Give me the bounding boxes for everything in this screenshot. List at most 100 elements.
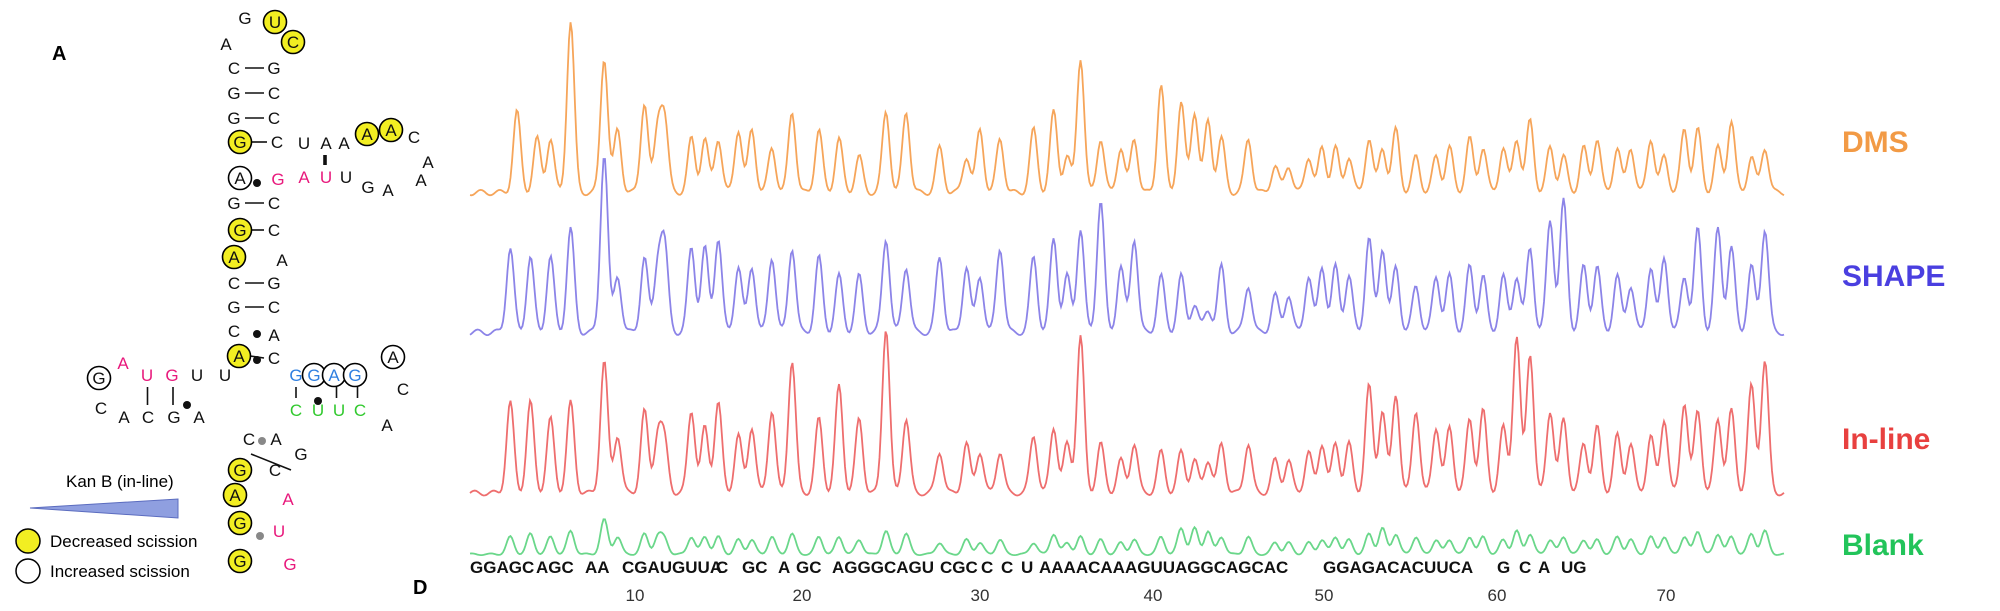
legend-white-circle-icon: [15, 558, 41, 584]
wobble-pair-dot: [253, 356, 261, 364]
nucleotide: G: [167, 408, 180, 427]
nucleotide: C: [268, 84, 280, 103]
nucleotide: A: [229, 486, 241, 505]
scission-marker: [227, 217, 253, 243]
nucleotide: G: [92, 369, 105, 388]
kan-b-gradient-wedge: [29, 498, 179, 519]
legend-kan-b-label: Kan B (in-line): [66, 472, 174, 491]
nucleotide: C: [271, 133, 283, 152]
scission-marker: [227, 165, 253, 191]
nucleotide: G: [267, 59, 280, 78]
panel-label-a: A: [52, 43, 66, 65]
sequence-tick-label: 50: [1315, 586, 1334, 605]
scission-marker: [380, 344, 406, 370]
nucleotide: G: [165, 366, 178, 385]
wobble-pair-dot: [256, 532, 264, 540]
scission-marker: [227, 510, 253, 536]
wobble-pair-dot: [258, 437, 266, 445]
scission-marker: [342, 362, 368, 388]
sequence-tick-label: 60: [1488, 586, 1507, 605]
sequence-group: AGC: [536, 558, 574, 577]
nucleotide: A: [234, 169, 246, 188]
nucleotide: G: [227, 298, 240, 317]
legend-yellow-circle-icon: [15, 528, 41, 554]
nucleotide: C: [228, 59, 240, 78]
nucleotide: C: [287, 33, 299, 52]
sequence-group: C: [981, 558, 993, 577]
sequence-group: UG: [1561, 558, 1587, 577]
scission-marker: [86, 365, 112, 391]
scission-marker: [378, 117, 404, 143]
sequence-group: C: [716, 558, 728, 577]
sequence-group: U: [1021, 558, 1033, 577]
nucleotide: G: [289, 366, 302, 385]
scission-marker: [280, 29, 306, 55]
nucleotide: U: [340, 168, 352, 187]
nucleotide: U: [298, 134, 310, 153]
nucleotide: G: [294, 445, 307, 464]
nucleotide: A: [233, 347, 245, 366]
scission-marker: [227, 129, 253, 155]
nucleotide: A: [415, 171, 427, 190]
trace-label-in-line: In-line: [1842, 423, 1930, 456]
scission-marker: [227, 548, 253, 574]
nucleotide: A: [361, 125, 373, 144]
nucleotide: A: [298, 168, 310, 187]
wobble-pair-dot: [314, 397, 322, 405]
nucleotide: C: [268, 109, 280, 128]
sequence-tick-label: 20: [793, 586, 812, 605]
nucleotide: A: [193, 408, 205, 427]
trace-line-dms: [469, 22, 1785, 197]
nucleotide: A: [228, 248, 240, 267]
nucleotide: A: [268, 326, 280, 345]
nucleotide: C: [268, 298, 280, 317]
sequence-tick-label: 40: [1144, 586, 1163, 605]
nucleotide: U: [273, 522, 285, 541]
nucleotide: U: [219, 366, 231, 385]
trace-label-dms: DMS: [1842, 126, 1909, 159]
nucleotide: U: [320, 168, 332, 187]
nucleotide: U: [333, 401, 345, 420]
trace-label-shape: SHAPE: [1842, 260, 1945, 293]
nucleotide: C: [397, 380, 409, 399]
panel-label-d: D: [413, 577, 427, 599]
nucleotide: G: [233, 221, 246, 240]
nucleotide: C: [268, 349, 280, 368]
nucleotide: A: [320, 134, 332, 153]
nucleotide: A: [270, 430, 282, 449]
nucleotide: G: [233, 514, 246, 533]
nucleotide: G: [283, 555, 296, 574]
nucleotide: G: [233, 133, 246, 152]
nucleotide: C: [269, 461, 281, 480]
sequence-group: AAAACAAAGUUAGGCAGCAC: [1039, 558, 1288, 577]
nucleotide: C: [268, 194, 280, 213]
nucleotide: U: [312, 401, 324, 420]
sequence-group: C: [1001, 558, 1013, 577]
trace-label-blank: Blank: [1842, 529, 1924, 562]
sequence-group: AA: [585, 558, 610, 577]
sequence-group: A: [778, 558, 790, 577]
nucleotide: C: [354, 401, 366, 420]
sequence-group: G: [1497, 558, 1510, 577]
sequence-group: CGAUGUUA: [622, 558, 722, 577]
scission-marker: [227, 457, 253, 483]
nucleotide: A: [282, 490, 294, 509]
sequence-group: AGGGCAGU: [832, 558, 934, 577]
nucleotide: A: [422, 153, 434, 172]
scission-marker: [262, 9, 288, 35]
nucleotide: C: [268, 221, 280, 240]
sequence-group: CGC: [940, 558, 978, 577]
nucleotide: C: [228, 274, 240, 293]
scission-marker: [222, 482, 248, 508]
nucleotide: C: [243, 430, 255, 449]
nucleotide: A: [382, 181, 394, 200]
nucleotide: G: [238, 9, 251, 28]
nucleotide: C: [95, 399, 107, 418]
base-pair-bond: [250, 453, 292, 471]
legend-increased-label: Increased scission: [50, 562, 190, 581]
sequence-group: GGAGC: [470, 558, 534, 577]
nucleotide: C: [408, 128, 420, 147]
